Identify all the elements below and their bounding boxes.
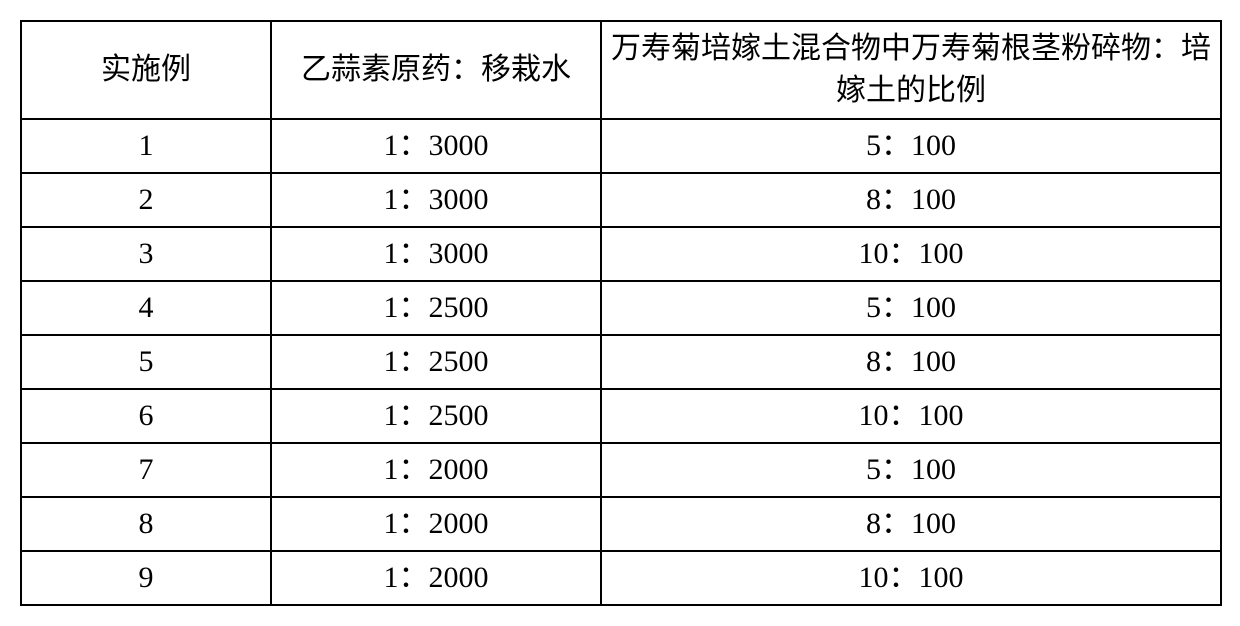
cell-ratio-a: 1：2000 <box>271 497 601 551</box>
table-row: 1 1：3000 5：100 <box>21 119 1221 173</box>
cell-ratio-b: 10：100 <box>601 227 1221 281</box>
cell-example: 8 <box>21 497 271 551</box>
cell-example: 1 <box>21 119 271 173</box>
cell-example: 2 <box>21 173 271 227</box>
table-row: 6 1：2500 10：100 <box>21 389 1221 443</box>
col-header-ratio-a: 乙蒜素原药：移栽水 <box>271 21 601 119</box>
cell-example: 3 <box>21 227 271 281</box>
cell-ratio-a: 1：2000 <box>271 551 601 605</box>
table-row: 2 1：3000 8：100 <box>21 173 1221 227</box>
cell-ratio-a: 1：2000 <box>271 443 601 497</box>
col-header-ratio-b: 万寿菊培嫁土混合物中万寿菊根茎粉碎物：培嫁土的比例 <box>601 21 1221 119</box>
data-table: 实施例 乙蒜素原药：移栽水 万寿菊培嫁土混合物中万寿菊根茎粉碎物：培嫁土的比例 … <box>20 20 1222 606</box>
cell-ratio-b: 8：100 <box>601 497 1221 551</box>
table-header: 实施例 乙蒜素原药：移栽水 万寿菊培嫁土混合物中万寿菊根茎粉碎物：培嫁土的比例 <box>21 21 1221 119</box>
table-header-row: 实施例 乙蒜素原药：移栽水 万寿菊培嫁土混合物中万寿菊根茎粉碎物：培嫁土的比例 <box>21 21 1221 119</box>
cell-ratio-a: 1：2500 <box>271 281 601 335</box>
cell-ratio-b: 8：100 <box>601 173 1221 227</box>
cell-ratio-b: 5：100 <box>601 281 1221 335</box>
cell-example: 5 <box>21 335 271 389</box>
cell-example: 6 <box>21 389 271 443</box>
cell-ratio-b: 10：100 <box>601 551 1221 605</box>
table-row: 8 1：2000 8：100 <box>21 497 1221 551</box>
cell-example: 4 <box>21 281 271 335</box>
cell-ratio-a: 1：3000 <box>271 119 601 173</box>
table-row: 7 1：2000 5：100 <box>21 443 1221 497</box>
cell-ratio-b: 8：100 <box>601 335 1221 389</box>
table-row: 3 1：3000 10：100 <box>21 227 1221 281</box>
cell-example: 7 <box>21 443 271 497</box>
data-table-container: 实施例 乙蒜素原药：移栽水 万寿菊培嫁土混合物中万寿菊根茎粉碎物：培嫁土的比例 … <box>20 20 1220 606</box>
table-body: 1 1：3000 5：100 2 1：3000 8：100 3 1：3000 1… <box>21 119 1221 605</box>
cell-ratio-b: 5：100 <box>601 119 1221 173</box>
table-row: 5 1：2500 8：100 <box>21 335 1221 389</box>
cell-ratio-b: 10：100 <box>601 389 1221 443</box>
cell-ratio-b: 5：100 <box>601 443 1221 497</box>
cell-example: 9 <box>21 551 271 605</box>
cell-ratio-a: 1：3000 <box>271 173 601 227</box>
cell-ratio-a: 1：2500 <box>271 389 601 443</box>
col-header-example: 实施例 <box>21 21 271 119</box>
cell-ratio-a: 1：2500 <box>271 335 601 389</box>
table-row: 9 1：2000 10：100 <box>21 551 1221 605</box>
cell-ratio-a: 1：3000 <box>271 227 601 281</box>
table-row: 4 1：2500 5：100 <box>21 281 1221 335</box>
